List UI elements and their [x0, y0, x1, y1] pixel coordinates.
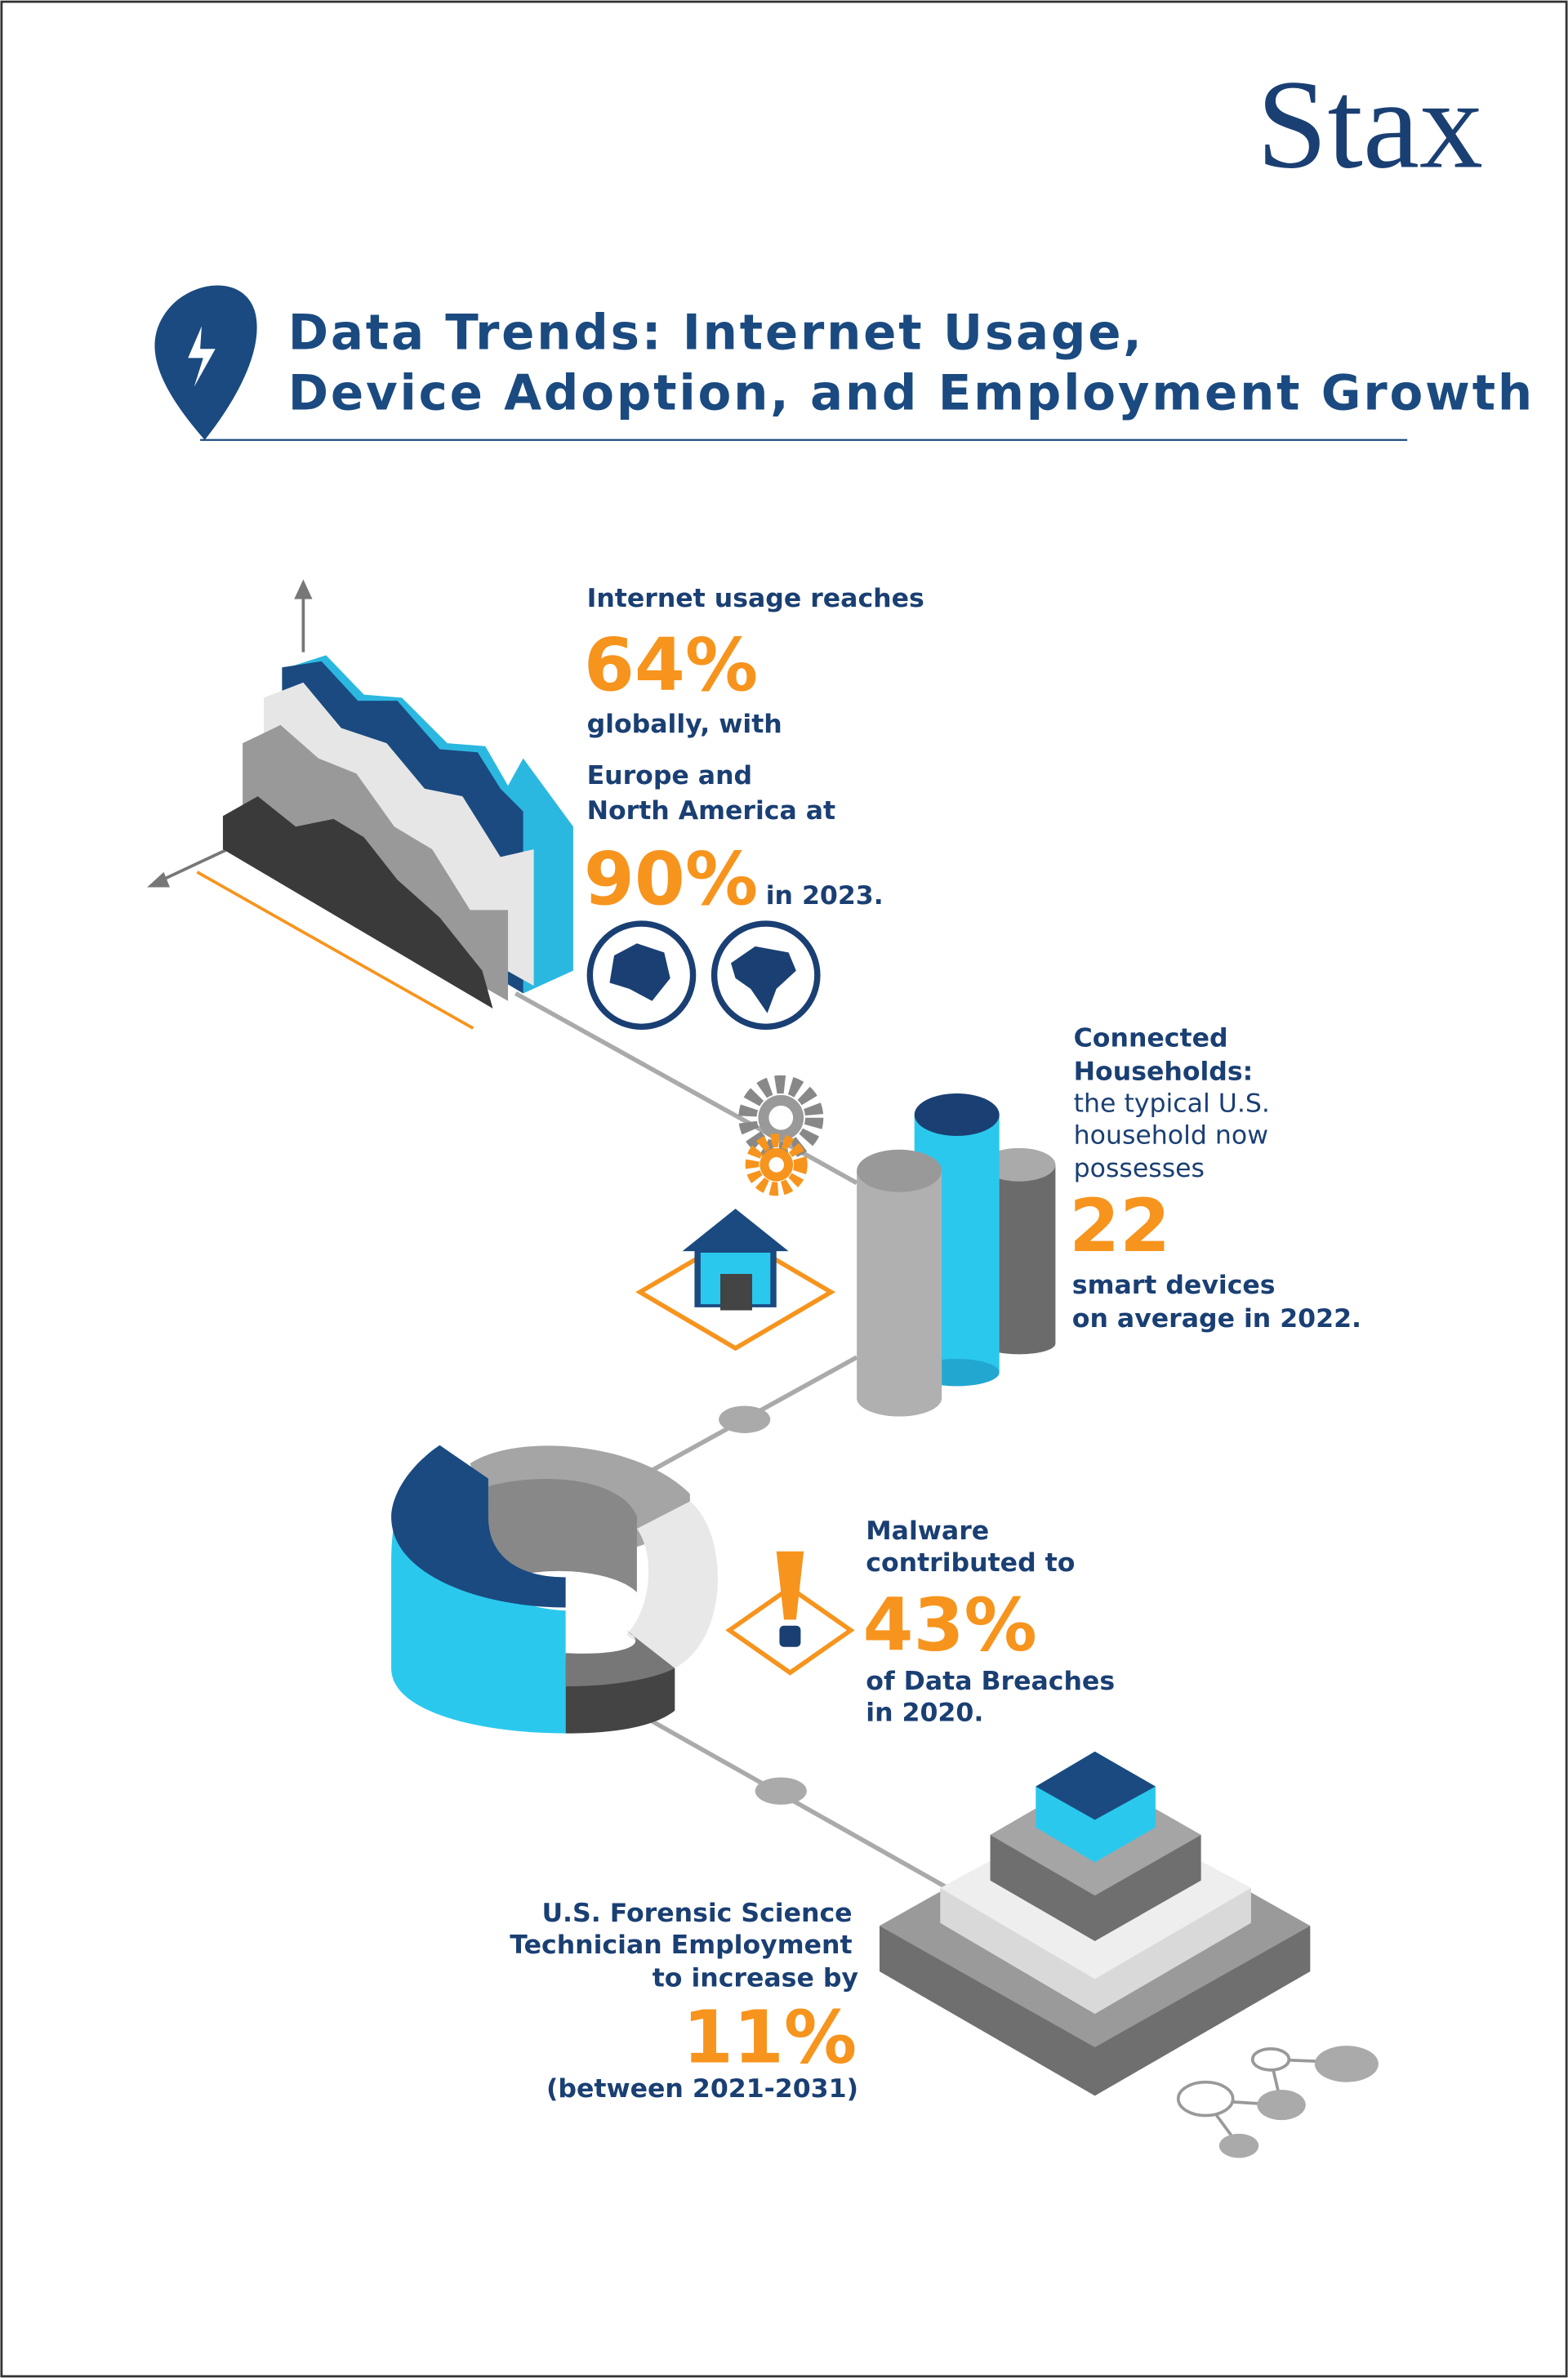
employment-period: (between 2021-2031): [546, 2074, 858, 2104]
donut-chart: [391, 1445, 718, 1734]
globe-icons: [586, 920, 821, 1031]
internet-year: in 2023.: [766, 881, 884, 911]
malware-value: 43%: [863, 1583, 1037, 1668]
employment-line: U.S. Forensic Science: [541, 1899, 852, 1928]
households-body: the typical U.S.: [1074, 1089, 1270, 1118]
employment-value: 11%: [683, 1996, 857, 2081]
warning-icon: [725, 1551, 855, 1676]
region-line: Europe and: [587, 761, 753, 790]
region-line: North America at: [587, 796, 836, 826]
households-heading: Households:: [1074, 1057, 1254, 1086]
connectors: [514, 991, 949, 1890]
malware-line: contributed to: [866, 1548, 1075, 1578]
malware-line: Malware: [866, 1516, 989, 1546]
malware-tail: of Data Breaches: [866, 1667, 1115, 1696]
logo: Stax: [1257, 53, 1483, 194]
house-icon: [635, 1209, 836, 1352]
households-tail: on average in 2022.: [1072, 1304, 1361, 1334]
households-value: 22: [1069, 1184, 1170, 1269]
region-value: 90%: [584, 837, 758, 922]
households-tail: smart devices: [1072, 1271, 1276, 1300]
internet-middle: globally, with: [587, 710, 782, 739]
gears: [738, 1075, 824, 1196]
pyramid: [879, 1751, 1311, 2096]
cylinders: [857, 1093, 1056, 1417]
molecule: [1176, 2046, 1379, 2158]
employment-line: to increase by: [653, 1964, 858, 1993]
header-icon: [154, 285, 257, 440]
households-body: possesses: [1074, 1154, 1205, 1183]
mountain-chart: [147, 579, 573, 1030]
households-heading: Connected: [1074, 1023, 1228, 1053]
employment-line: Technician Employment: [510, 1930, 852, 1960]
households-body: household now: [1074, 1120, 1268, 1150]
title-line: Device Adoption, and Employment Growth: [288, 366, 1535, 422]
global-value: 64%: [584, 623, 758, 708]
title-line: Data Trends: Internet Usage,: [288, 305, 1144, 361]
internet-intro: Internet usage reaches: [587, 584, 924, 613]
malware-tail: in 2020.: [866, 1699, 983, 1728]
